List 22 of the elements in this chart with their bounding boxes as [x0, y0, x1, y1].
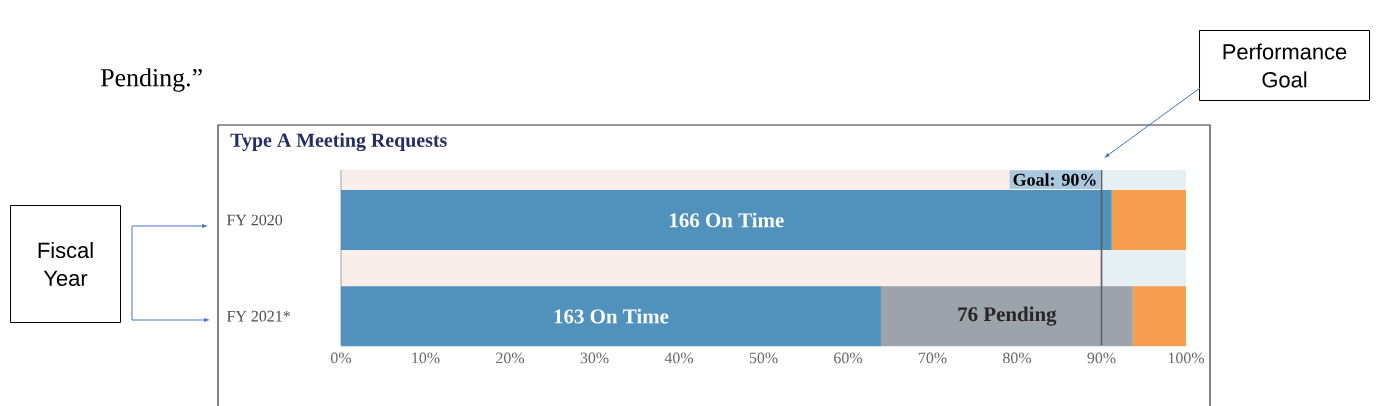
- annotation: 163 On Time: [554, 308, 669, 324]
- x-tick-label: 50%: [749, 352, 778, 364]
- text: Fiscal Year: [38, 241, 93, 286]
- x-tick-label: 60%: [834, 352, 863, 364]
- text: Performance Goal: [1223, 43, 1347, 88]
- x-tick-label: 70%: [918, 352, 947, 364]
- x-tick-label: 10%: [412, 352, 440, 364]
- x-tick-label: 0%: [330, 352, 352, 364]
- annotation: 76 Pending: [958, 306, 1057, 326]
- x-tick-label: 90%: [1087, 352, 1116, 364]
- annotation: 166 On Time: [670, 212, 784, 228]
- x-tick-label: 80%: [1003, 352, 1032, 364]
- ref-line-label: Goal: 90%: [1013, 173, 1096, 186]
- x-tick-label: 20%: [496, 352, 525, 364]
- x-tick-label: 100%: [1168, 352, 1205, 364]
- text: Pending.”: [100, 68, 202, 92]
- x-tick-label: 40%: [664, 352, 694, 364]
- x-tick-label: 30%: [580, 352, 609, 364]
- chart-title: Type A Meeting Requests: [230, 132, 447, 152]
- y-tick-label: FY 2020: [226, 214, 283, 226]
- bar: [880, 286, 1133, 347]
- y-tick-label: FY 2021*: [226, 310, 290, 322]
